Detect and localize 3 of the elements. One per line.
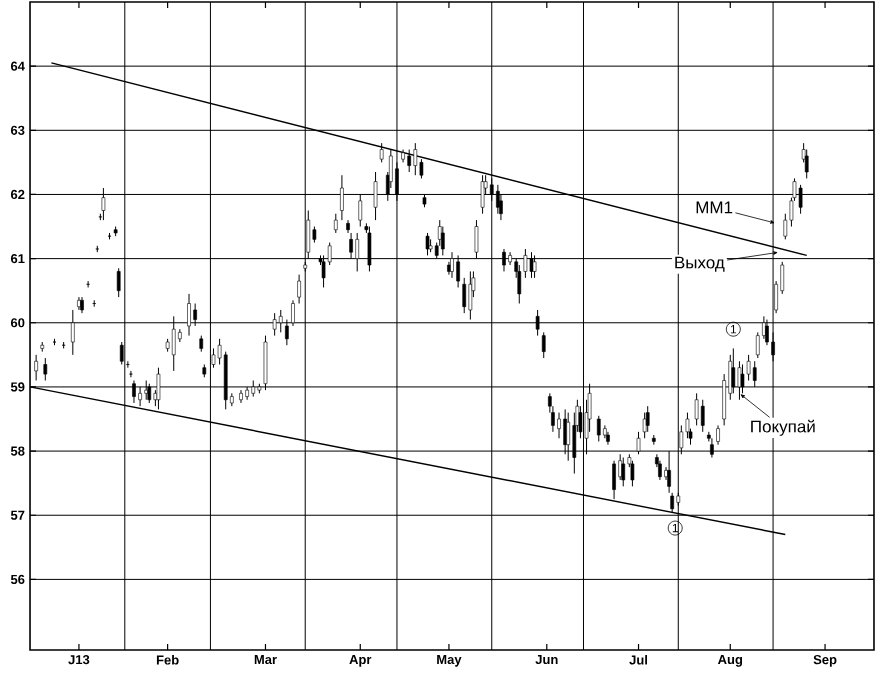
annotation: MM1 [696,201,733,214]
annotation: Выход [675,256,725,272]
annotation: Покупай [751,419,815,436]
